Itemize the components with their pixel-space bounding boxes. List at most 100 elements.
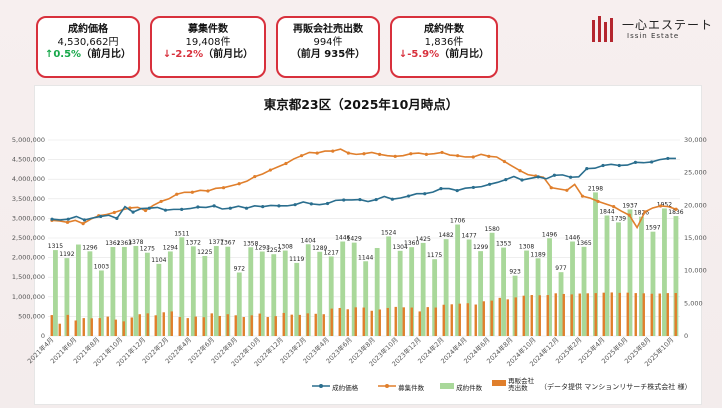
bar-resale [210, 313, 213, 336]
bar-deals [627, 209, 633, 336]
bar-deals [650, 231, 656, 336]
y-right-tick-label: 10,000 [684, 267, 707, 275]
bar-deals-label: 923 [509, 269, 521, 276]
bar-resale [226, 314, 229, 336]
bar-deals [673, 216, 679, 336]
price-point [66, 217, 70, 221]
bar-deals-label: 977 [555, 265, 567, 272]
bar-deals [501, 247, 506, 336]
bar-deals-label: 1358 [243, 240, 258, 247]
bar-deals [524, 250, 529, 336]
bar-resale [378, 309, 381, 336]
bar-deals-label: 1836 [668, 209, 683, 216]
bar-deals [604, 215, 610, 336]
bar-resale [674, 293, 677, 336]
card-title: 再販会社売出数 [293, 24, 363, 35]
bar-deals [466, 239, 472, 336]
price-point [487, 182, 492, 186]
bar-deals [202, 255, 208, 336]
bar-resale [458, 303, 461, 336]
bar-resale [322, 314, 325, 336]
bar-deals-label: 1189 [530, 251, 545, 258]
bar-resale [242, 317, 245, 336]
card-change: ↑0.5% [44, 49, 82, 60]
listings-point [81, 222, 85, 226]
listings-point [346, 151, 350, 155]
y-left-tick-label: 4,500,000 [12, 156, 45, 164]
price-point [666, 156, 670, 161]
bar-deals-label: 1275 [140, 246, 155, 253]
listings-point [456, 154, 460, 158]
bar-resale [346, 309, 349, 336]
legend-label: 成約価格 [332, 384, 359, 392]
listings-point [580, 194, 585, 198]
bar-deals-label: 1365 [576, 240, 591, 247]
bar-resale [362, 307, 365, 336]
bar-deals [351, 242, 357, 336]
bar-deals-label: 1003 [94, 263, 109, 270]
y-left-tick-label: 3,500,000 [12, 195, 45, 203]
bar-deals-label: 1362 [105, 240, 120, 247]
bar-resale [522, 295, 525, 336]
bar-deals [305, 244, 311, 336]
listings-point [190, 190, 194, 194]
bar-deals-label: 1360 [404, 240, 419, 247]
bar-resale [562, 293, 565, 336]
bar-resale [194, 316, 197, 336]
listings-point [643, 210, 647, 214]
bar-deals-label: 1175 [427, 252, 442, 259]
bar-deals [409, 247, 415, 336]
bar-resale [410, 307, 413, 336]
y-left-tick-label: 1,000,000 [12, 293, 45, 301]
bar-resale [554, 293, 557, 336]
bar-deals [374, 247, 380, 336]
y-right-tick-label: 15,000 [684, 234, 707, 242]
listings-point [596, 199, 600, 204]
bar-deals [328, 256, 334, 336]
bar-deals-label: 1706 [450, 218, 465, 225]
bar-resale [306, 313, 309, 336]
bar-deals [340, 241, 346, 336]
bar-resale [130, 317, 133, 336]
listings-point [440, 150, 444, 155]
bar-resale [650, 293, 653, 336]
bar-resale [618, 292, 621, 336]
price-point [180, 207, 184, 211]
listings-point [409, 152, 413, 156]
company-name-en: Issin Estate [627, 32, 680, 40]
bar-resale [546, 295, 549, 336]
bar-resale [170, 311, 173, 336]
card-note: （前月比） [439, 49, 490, 60]
bar-resale [490, 300, 493, 336]
listings-point [65, 220, 70, 224]
price-point [163, 208, 168, 212]
bar-resale [434, 307, 437, 336]
bar-deals-label: 1296 [82, 244, 97, 251]
bar-resale [122, 321, 125, 336]
listings-point [221, 186, 226, 190]
bar-resale [402, 307, 405, 336]
listings-point [284, 161, 288, 166]
card-note: （前月比） [203, 49, 254, 60]
bar-deals-label: 1315 [48, 243, 63, 250]
bar-deals-label: 1299 [473, 244, 488, 251]
bar-deals [432, 259, 438, 336]
bar-resale [290, 314, 293, 336]
bar-deals [133, 245, 139, 336]
bar-resale [314, 313, 317, 336]
bar-deals [144, 252, 150, 336]
bar-resale [74, 320, 77, 336]
bar-deals-label: 2198 [588, 185, 603, 192]
y-right-tick-label: 30,000 [684, 136, 707, 144]
card-value: 4,530,662円 [57, 36, 119, 48]
price-point [455, 188, 459, 193]
y-left-tick-label: 0 [41, 332, 45, 340]
bar-resale [98, 318, 101, 336]
bar-deals-label: 1826 [634, 210, 649, 217]
bar-resale [394, 306, 397, 336]
bar-resale [610, 292, 613, 336]
price-point [406, 194, 411, 198]
listings-point [674, 207, 678, 211]
bar-deals [420, 242, 426, 336]
